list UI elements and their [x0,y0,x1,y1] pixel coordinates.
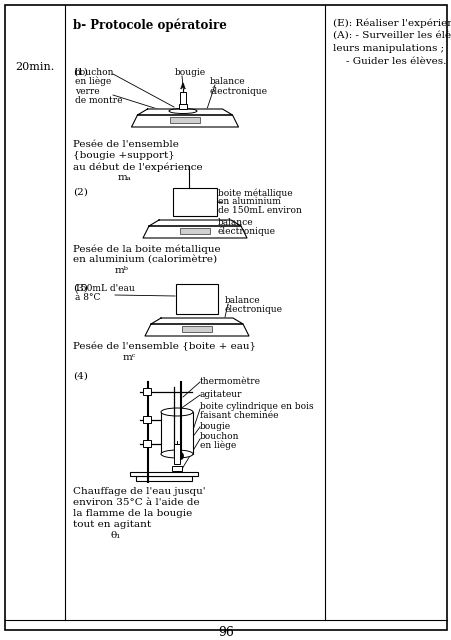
Bar [179,228,210,234]
Bar [182,326,212,332]
Text: mᶜ: mᶜ [123,353,136,362]
Bar [179,104,187,109]
Text: 96: 96 [217,627,234,639]
Text: (1): (1) [73,68,87,77]
Bar [172,466,182,471]
Bar [174,444,179,464]
Polygon shape [180,83,184,89]
Text: balance: balance [210,77,245,86]
Text: agitateur: agitateur [199,390,242,399]
Polygon shape [143,226,246,238]
Text: θ₁: θ₁ [111,531,121,540]
Text: tout en agitant: tout en agitant [73,520,151,529]
Text: en liège: en liège [75,77,111,86]
Text: {bougie +support}: {bougie +support} [73,151,175,160]
Text: bougie: bougie [175,68,206,77]
Ellipse shape [161,450,193,458]
Text: faisant cheminée: faisant cheminée [199,411,278,420]
Bar [178,286,216,304]
Bar [173,188,216,216]
Ellipse shape [161,408,193,416]
Text: b- Protocole opératoire: b- Protocole opératoire [73,18,226,31]
Text: de montre: de montre [75,96,122,105]
Text: verre: verre [75,87,99,96]
Text: Pesée de la boite métallique: Pesée de la boite métallique [73,244,220,253]
Bar [143,416,151,423]
Text: électronique: électronique [217,227,276,237]
Text: leurs manipulations ;: leurs manipulations ; [332,44,443,53]
Text: en liège: en liège [199,441,236,451]
Bar [161,412,193,454]
Text: balance: balance [217,218,253,227]
Polygon shape [145,324,249,336]
Text: (2): (2) [73,188,87,197]
Polygon shape [131,115,238,127]
Text: mᵇ: mᵇ [115,266,129,275]
Polygon shape [149,220,240,226]
Text: bouchon: bouchon [199,432,239,441]
Text: mₐ: mₐ [118,173,132,182]
Bar [130,472,198,476]
Text: bougie: bougie [199,422,230,431]
Text: (4): (4) [73,372,87,381]
Bar [175,284,217,314]
Text: de 150mL environ: de 150mL environ [217,206,301,215]
Text: Pesée de l'ensemble: Pesée de l'ensemble [73,140,179,149]
Text: balance: balance [225,296,260,305]
Ellipse shape [178,452,183,460]
Bar [143,388,151,395]
Text: électronique: électronique [210,86,267,95]
Text: au début de l'expérience: au début de l'expérience [73,162,202,172]
Text: à 8°C: à 8°C [75,293,100,302]
Text: 150mL d'eau: 150mL d'eau [75,284,134,293]
Text: thermomètre: thermomètre [199,377,260,386]
Text: (E): Réaliser l'expérience.: (E): Réaliser l'expérience. [332,18,451,28]
Text: Chauffage de l'eau jusqu': Chauffage de l'eau jusqu' [73,487,205,496]
Text: la flamme de la bougie: la flamme de la bougie [73,509,192,518]
Text: boite métallique: boite métallique [217,188,292,198]
Text: - Guider les élèves.: - Guider les élèves. [332,57,446,66]
Text: bouchon: bouchon [75,68,114,77]
Polygon shape [137,109,232,115]
Text: en aluminium (calorimètre): en aluminium (calorimètre) [73,255,216,264]
Text: Pesée de l'ensemble {boite + eau}: Pesée de l'ensemble {boite + eau} [73,342,255,351]
Text: (3): (3) [73,284,87,293]
Bar [170,117,199,123]
Text: 20min.: 20min. [15,62,55,72]
Text: en aluminium: en aluminium [217,197,280,206]
Text: (A): - Surveiller les élèves et: (A): - Surveiller les élèves et [332,31,451,40]
Text: électronique: électronique [225,305,282,314]
Text: environ 35°C à l'aide de: environ 35°C à l'aide de [73,498,199,507]
Text: boite cylindrique en bois: boite cylindrique en bois [199,402,313,411]
Polygon shape [151,318,243,324]
Bar [179,92,186,104]
Bar [143,440,151,447]
Bar [136,476,192,481]
